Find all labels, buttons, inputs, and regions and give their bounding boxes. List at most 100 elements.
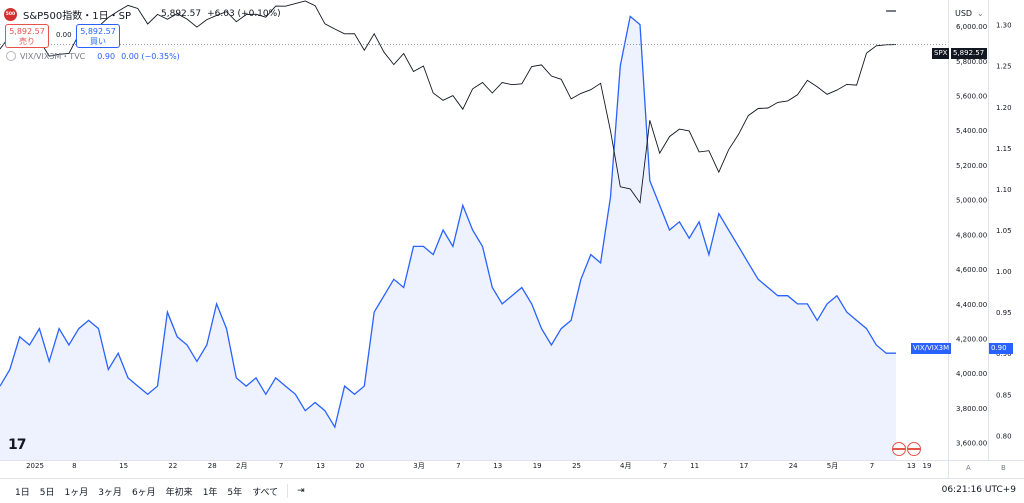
time-axis-tick: 7 [456,462,460,470]
time-axis-tick: 5月 [827,462,838,470]
range-1y-button[interactable]: 1年 [202,487,218,498]
left-axis-tick: 6,000.00 [956,23,987,31]
vix-axis-value: 0.90 [989,343,1013,354]
left-axis-tick: 4,600.00 [956,266,987,274]
range-6m-button[interactable]: 6ヶ月 [131,487,156,498]
time-axis-tick: 17 [739,462,748,470]
right-axis-tick: 1.30 [996,22,1012,30]
chart-svg[interactable] [0,0,948,461]
axis-divider [948,0,949,478]
time-axis-tick: 7 [870,462,874,470]
range-toolbar: 1日 5日 1ヶ月 3ヶ月 6ヶ月 年初来 1年 5年 すべて ⇥ [0,479,1024,503]
right-axis-tick: 1.25 [996,63,1012,71]
main-legend[interactable]: 500 S&P500指数・1日・SP 5,892.57 +6.03 (+0.10… [4,6,281,22]
left-axis-tick: 3,600.00 [956,440,987,448]
tradingview-logo-icon[interactable]: 17 [8,437,27,453]
left-axis-tick: 5,400.00 [956,127,987,135]
left-axis-tick: 5,800.00 [956,58,987,66]
compare-symbol-value: 0.90 [97,51,116,61]
eye-icon[interactable] [6,51,16,61]
range-all-button[interactable]: すべて [252,487,279,498]
time-axis-tick: 25 [572,462,581,470]
price-axis-right[interactable]: 1.30 1.25 1.20 1.15 1.10 1.05 1.00 0.95 0.90 0.85… [988,0,1024,460]
us-flag-icon[interactable] [892,442,906,456]
price-axis-left[interactable]: 6,000.00 5,800.00 5,600.00 5,400.00 5,200.00… [948,0,988,460]
spread-value: 0.00 [56,31,72,39]
compare-symbol-name[interactable]: VIX/VIX3M・TVC [20,51,86,61]
left-axis-tick: 3,800.00 [956,405,987,413]
right-axis-tick: 1.15 [996,145,1012,153]
right-axis-tick: 0.80 [996,432,1012,440]
time-axis-tick: 8 [72,462,76,470]
time-axis[interactable]: 2025 8 15 22 28 2月 7 13 20 3月 7 13 19 25 4月 7 11 17 24 5月 7 1… [0,460,948,478]
range-3m-button[interactable]: 3ヶ月 [98,487,122,498]
time-axis-tick: 22 [168,462,177,470]
symbol-logo: 500 [4,7,17,21]
axis-divider [0,460,1024,461]
time-axis-tick: 3月 [413,462,424,470]
chevron-down-icon[interactable]: ⌄ [977,9,984,18]
time-axis-tick: 7 [663,462,667,470]
toolbar-separator [287,484,289,498]
spx-axis-value: 5,892.57 [951,48,987,59]
last-price-value: 5,892.57 [161,9,202,19]
time-axis-tick: 20 [355,462,364,470]
time-axis-tick: 7 [279,462,283,470]
time-axis-tick: 2025 [26,462,44,470]
time-axis-tick: 2月 [236,462,247,470]
time-axis-tick: 13 [493,462,502,470]
buy-button[interactable]: 5,892.57 買い [76,24,120,48]
time-axis-tick: 28 [208,462,217,470]
left-axis-tick: 4,000.00 [956,370,987,378]
right-axis-tick: 0.95 [996,309,1012,317]
vix-series-line [0,15,896,429]
time-axis-tick: 11 [690,462,699,470]
range-5d-button[interactable]: 5日 [39,487,55,498]
range-1d-button[interactable]: 1日 [15,487,30,498]
right-axis-tick: 1.10 [996,186,1012,194]
scale-b-button[interactable]: B [1001,464,1006,472]
buy-price: 5,892.57 [80,27,116,36]
clock[interactable]: 06:21:16 UTC+9 [941,485,1016,495]
time-axis-tick: 13 [316,462,325,470]
symbol-title[interactable]: S&P500指数・1日・SP [23,10,132,22]
right-axis-tick: 1.00 [996,268,1012,276]
auto-scale-button[interactable]: A [966,464,971,472]
spx-series-line [0,0,897,204]
vix-axis-tag: VIX/VIX3M [911,343,952,354]
buy-label: 買い [90,37,106,46]
left-axis-tick: 5,000.00 [956,197,987,205]
left-axis-tick: 4,800.00 [956,231,987,239]
left-axis-tick: 4,200.00 [956,335,987,343]
range-ytd-button[interactable]: 年初来 [165,487,193,498]
event-markers[interactable] [892,442,921,456]
sell-button[interactable]: 5,892.57 売り [5,24,49,48]
right-axis-tick: 0.90 [996,350,1012,358]
range-5y-button[interactable]: 5年 [227,487,243,498]
time-axis-tick: 19 [533,462,542,470]
compare-symbol-change: 0.00 (−0.35%) [121,51,180,61]
currency-label[interactable]: USD [955,9,973,18]
right-axis-tick: 0.85 [996,391,1012,399]
right-axis-tick: 1.20 [996,104,1012,112]
time-axis-tick: 4月 [620,462,631,470]
left-axis-tick: 5,200.00 [956,162,987,170]
right-axis-tick: 1.05 [996,227,1012,235]
axis-divider [988,0,989,460]
toolbar-divider [0,478,1024,479]
sell-label: 売り [19,37,35,46]
time-axis-tick: 13 [907,462,916,470]
time-axis-tick: 19 [923,462,932,470]
time-axis-tick: 24 [789,462,798,470]
left-axis-tick: 5,600.00 [956,92,987,100]
range-1m-button[interactable]: 1ヶ月 [64,487,89,498]
date-range-icon[interactable]: ⇥ [297,486,305,496]
compare-legend[interactable]: VIX/VIX3M・TVC 0.90 0.00 (−0.35%) [6,50,180,62]
sell-price: 5,892.57 [9,27,45,36]
time-axis-tick: 15 [119,462,128,470]
price-change: +6.03 (+0.10%) [207,9,281,19]
us-flag-icon[interactable] [907,442,921,456]
minimize-icon[interactable] [886,10,896,12]
left-axis-tick: 4,400.00 [956,301,987,309]
chart-area[interactable] [0,0,948,461]
